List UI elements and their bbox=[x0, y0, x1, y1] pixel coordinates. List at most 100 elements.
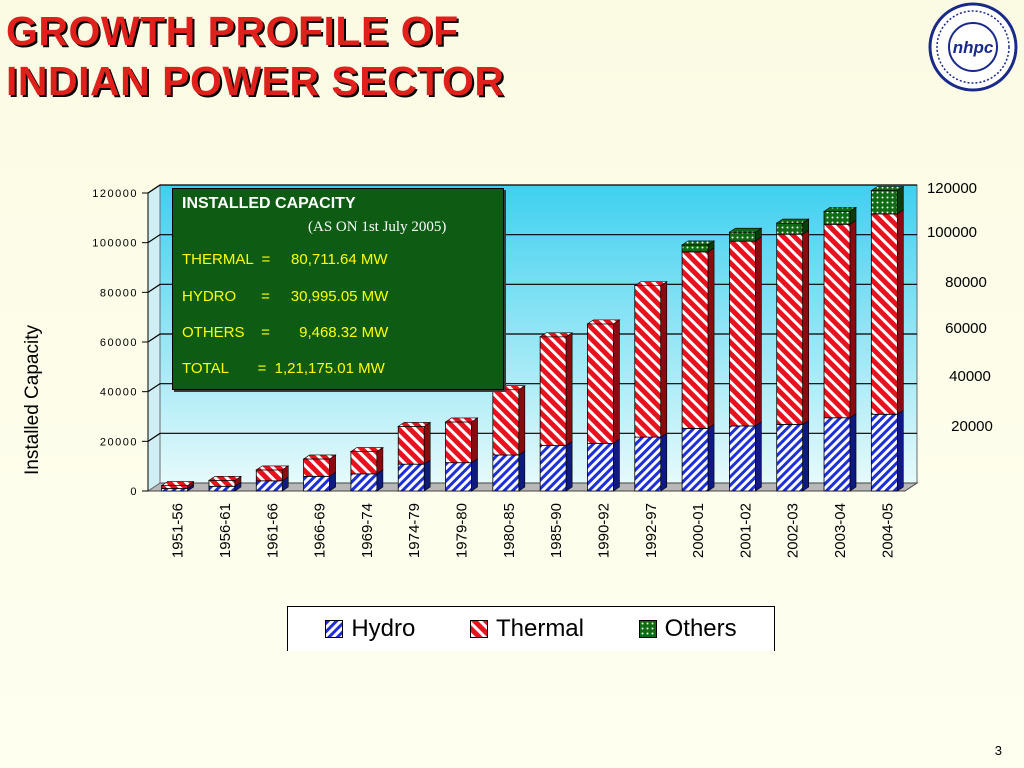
y-tick-label: 120000 bbox=[92, 188, 138, 200]
bar-thermal-2002-03 bbox=[776, 233, 804, 425]
bar-side-hydro-1990-92 bbox=[613, 438, 620, 492]
bar-thermal-2001-02 bbox=[729, 240, 756, 427]
right-axis-label: 100000 bbox=[927, 224, 977, 241]
legend-label-hydro: Hydro bbox=[351, 615, 416, 642]
bar-hydro-1985-90 bbox=[539, 445, 567, 492]
right-axis-label: 60000 bbox=[945, 320, 987, 337]
bar-hydro-1990-92 bbox=[587, 442, 614, 492]
bar-hydro-2003-04 bbox=[823, 417, 851, 492]
bar-hydro-2001-02 bbox=[729, 425, 756, 492]
y-tick-label: 80000 bbox=[100, 287, 138, 299]
bar-thermal-1951-56 bbox=[161, 485, 189, 489]
bar-side-thermal-1974-79 bbox=[423, 421, 431, 465]
bar-side-others-2004-05 bbox=[897, 185, 904, 215]
y-tick-label: 0 bbox=[130, 486, 138, 498]
bar-thermal-1956-61 bbox=[208, 479, 236, 487]
bar-top-1974-79 bbox=[397, 422, 432, 427]
bar-side-hydro-1974-79 bbox=[423, 459, 431, 492]
x-tick-label: 1951-56 bbox=[170, 503, 187, 558]
x-tick-label: 2001-02 bbox=[737, 503, 754, 558]
bar-top-1966-69 bbox=[302, 454, 337, 460]
bar-hydro-1974-79 bbox=[397, 463, 425, 492]
bar-side-hydro-1980-85 bbox=[518, 450, 526, 492]
legend-label-others: Others bbox=[664, 615, 737, 642]
bar-top-1961-66 bbox=[255, 465, 290, 471]
bar-side-hydro-1985-90 bbox=[565, 440, 573, 492]
bar-top-1956-61 bbox=[207, 476, 242, 481]
others-capacity-row: OTHERS = 9,468.32 MW bbox=[182, 324, 389, 341]
x-tick-label: 2004-05 bbox=[879, 503, 896, 558]
chart-legend: Hydro Thermal Others bbox=[287, 606, 775, 651]
title-line-2: INDIAN POWER SECTOR bbox=[6, 58, 505, 104]
page-number: 3 bbox=[994, 743, 1002, 758]
x-tick-label: 1956-61 bbox=[217, 503, 234, 558]
bar-side-thermal-1985-90 bbox=[565, 332, 573, 447]
bar-top-1951-56 bbox=[160, 481, 195, 486]
total-capacity-row: TOTAL = 1,21,175.01 MW bbox=[182, 360, 385, 377]
legend-swatch-thermal bbox=[469, 620, 488, 638]
bar-side-thermal-1969-74 bbox=[376, 446, 384, 475]
bar-top-1992-97 bbox=[633, 281, 668, 286]
bar-others-2002-03 bbox=[776, 222, 804, 235]
legend-item-thermal: Thermal bbox=[469, 615, 584, 643]
bar-thermal-1980-85 bbox=[492, 389, 520, 456]
bar-side-hydro-2002-03 bbox=[802, 419, 810, 492]
gridline bbox=[147, 184, 917, 194]
legend-swatch-others bbox=[638, 620, 657, 638]
bar-thermal-1961-66 bbox=[255, 469, 283, 482]
bar-thermal-1992-97 bbox=[634, 285, 662, 438]
legend-swatch-hydro bbox=[325, 620, 344, 638]
bar-thermal-1966-69 bbox=[303, 458, 330, 477]
x-tick-label: 1992-97 bbox=[643, 503, 660, 558]
y-tick-label: 20000 bbox=[100, 436, 138, 448]
x-tick-label: 2000-01 bbox=[690, 503, 707, 558]
bar-side-hydro-2001-02 bbox=[755, 421, 762, 492]
bar-others-2001-02 bbox=[729, 231, 756, 242]
info-box-heading: INSTALLED CAPACITY bbox=[182, 195, 356, 212]
x-tick-label: 1966-69 bbox=[312, 503, 329, 558]
right-axis-label: 120000 bbox=[927, 180, 977, 197]
bar-thermal-1990-92 bbox=[587, 323, 614, 444]
bar-side-thermal-2003-04 bbox=[849, 219, 857, 419]
bar-hydro-1979-80 bbox=[445, 462, 472, 492]
thermal-capacity-row: THERMAL = 80,711.64 MW bbox=[182, 251, 388, 268]
bar-others-2003-04 bbox=[823, 210, 851, 225]
y-tick-label: 40000 bbox=[100, 387, 138, 399]
info-box-subheading: (AS ON 1st July 2005) bbox=[308, 219, 447, 235]
bar-side-hydro-2000-01 bbox=[707, 423, 715, 492]
bar-others-2004-05 bbox=[870, 190, 898, 215]
bar-hydro-1992-97 bbox=[634, 436, 662, 492]
x-tick-label: 1980-85 bbox=[501, 503, 518, 558]
legend-label-thermal: Thermal bbox=[495, 615, 584, 642]
bar-side-thermal-2001-02 bbox=[755, 236, 762, 427]
bar-top-2001-02 bbox=[728, 227, 763, 233]
bar-hydro-1966-69 bbox=[303, 475, 330, 492]
right-axis-label: 40000 bbox=[949, 368, 991, 385]
x-tick-label: 1974-79 bbox=[406, 503, 423, 558]
bar-thermal-1979-80 bbox=[445, 421, 472, 464]
x-tick-label: 1961-66 bbox=[264, 503, 281, 558]
y-tick-label: 60000 bbox=[100, 337, 138, 349]
bar-hydro-2002-03 bbox=[776, 424, 804, 492]
bar-side-hydro-2004-05 bbox=[897, 409, 904, 492]
bar-hydro-1969-74 bbox=[350, 473, 378, 492]
bar-top-1990-92 bbox=[586, 319, 621, 325]
bar-thermal-2004-05 bbox=[870, 213, 898, 415]
installed-capacity-box: INSTALLED CAPACITY (AS ON 1st July 2005)… bbox=[172, 188, 504, 390]
x-tick-label: 1985-90 bbox=[548, 503, 565, 558]
bar-hydro-1980-85 bbox=[492, 454, 520, 492]
bar-side-thermal-1979-80 bbox=[471, 417, 478, 464]
bar-hydro-2004-05 bbox=[870, 413, 898, 492]
bar-thermal-2000-01 bbox=[681, 251, 709, 429]
bar-thermal-1985-90 bbox=[539, 336, 567, 446]
bar-side-hydro-1979-80 bbox=[471, 458, 478, 492]
bar-side-thermal-2000-01 bbox=[707, 247, 715, 429]
legend-item-hydro: Hydro bbox=[325, 615, 415, 643]
bar-side-hydro-2003-04 bbox=[849, 413, 857, 492]
gridline bbox=[147, 234, 917, 244]
bar-thermal-1969-74 bbox=[350, 451, 378, 475]
logo-text: nhpc bbox=[953, 38, 994, 57]
hydro-capacity-row: HYDRO = 30,995.05 MW bbox=[182, 288, 389, 305]
bar-hydro-1961-66 bbox=[255, 480, 283, 492]
